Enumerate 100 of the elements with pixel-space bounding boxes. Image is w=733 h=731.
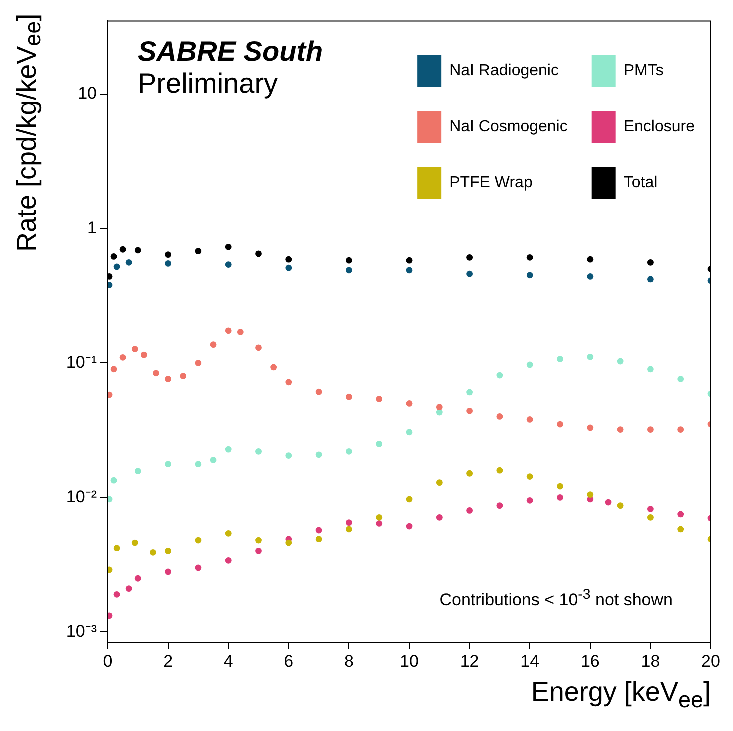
point	[237, 329, 244, 336]
point	[165, 252, 172, 258]
x-tick-label: 10	[400, 652, 419, 671]
point	[134, 575, 142, 582]
point	[617, 426, 624, 433]
point	[286, 452, 292, 459]
point	[256, 344, 262, 352]
point	[346, 520, 352, 526]
point	[110, 366, 118, 373]
point	[406, 429, 413, 436]
point	[114, 591, 120, 598]
point	[195, 537, 202, 544]
point	[648, 259, 654, 266]
point	[406, 257, 413, 264]
point	[256, 250, 262, 258]
point	[195, 564, 202, 572]
point	[316, 527, 322, 534]
point	[140, 352, 148, 358]
point	[110, 477, 118, 484]
point	[436, 404, 443, 411]
point	[134, 468, 142, 475]
point	[286, 379, 292, 386]
point	[526, 497, 534, 504]
point	[587, 424, 594, 432]
point	[648, 506, 654, 512]
x-tick-label: 18	[641, 652, 660, 671]
point	[406, 400, 413, 407]
point	[496, 502, 504, 510]
point	[153, 370, 160, 377]
point	[436, 514, 443, 521]
point	[134, 247, 142, 254]
point	[346, 257, 352, 264]
point	[557, 494, 564, 501]
point	[617, 502, 624, 510]
point	[587, 354, 594, 360]
point	[165, 260, 172, 267]
point	[120, 246, 126, 253]
legend-label: Enclosure	[624, 118, 696, 136]
point	[466, 408, 473, 414]
point	[376, 514, 383, 521]
y-tick-label: 10	[78, 84, 97, 104]
point	[648, 276, 654, 283]
legend-label: NaI Cosmogenic	[450, 118, 568, 136]
point	[270, 364, 278, 371]
y-tick-label: 10⁻³	[66, 622, 98, 641]
point	[316, 452, 322, 458]
annotation: Contributions < 10$^{-3}$ not shown	[440, 587, 673, 611]
point	[346, 526, 352, 533]
point	[496, 372, 504, 379]
point	[436, 480, 443, 486]
text: SABRE South	[138, 36, 324, 68]
point	[605, 499, 612, 506]
point	[210, 457, 217, 464]
point	[165, 568, 172, 576]
y-tick-label: 1	[88, 218, 97, 238]
x-tick-label: 0	[103, 652, 113, 671]
x-tick-label: 16	[580, 652, 600, 671]
point	[496, 467, 504, 474]
point	[557, 356, 564, 362]
point	[195, 461, 202, 468]
point	[466, 508, 473, 514]
point	[180, 373, 187, 380]
point	[165, 548, 172, 554]
point	[316, 388, 322, 396]
point	[557, 483, 564, 490]
point	[406, 523, 413, 530]
point	[346, 394, 352, 400]
text: Preliminary	[138, 68, 278, 100]
point	[496, 414, 504, 420]
point	[526, 474, 534, 480]
point	[526, 254, 534, 261]
point	[110, 254, 118, 260]
point	[466, 270, 473, 278]
point	[648, 426, 654, 433]
point	[587, 492, 594, 498]
legend-label: PTFE Wrap	[450, 174, 533, 192]
point	[678, 426, 684, 433]
point	[678, 511, 684, 518]
y-tick-label: 10⁻¹	[66, 352, 98, 372]
point	[648, 514, 654, 521]
point	[678, 526, 684, 533]
point	[466, 389, 473, 396]
point	[150, 549, 156, 556]
point	[376, 440, 383, 448]
point	[406, 267, 413, 274]
point	[286, 540, 292, 546]
point	[225, 328, 232, 334]
point	[376, 520, 383, 527]
point	[587, 274, 594, 280]
legend-label: PMTs	[624, 62, 664, 80]
point	[648, 366, 654, 373]
point	[132, 346, 138, 352]
x-tick-label: 2	[164, 652, 174, 671]
point	[286, 256, 292, 263]
point	[120, 354, 126, 361]
point	[256, 548, 262, 554]
point	[346, 448, 352, 455]
point	[406, 496, 413, 503]
point	[165, 376, 172, 382]
point	[225, 557, 232, 564]
